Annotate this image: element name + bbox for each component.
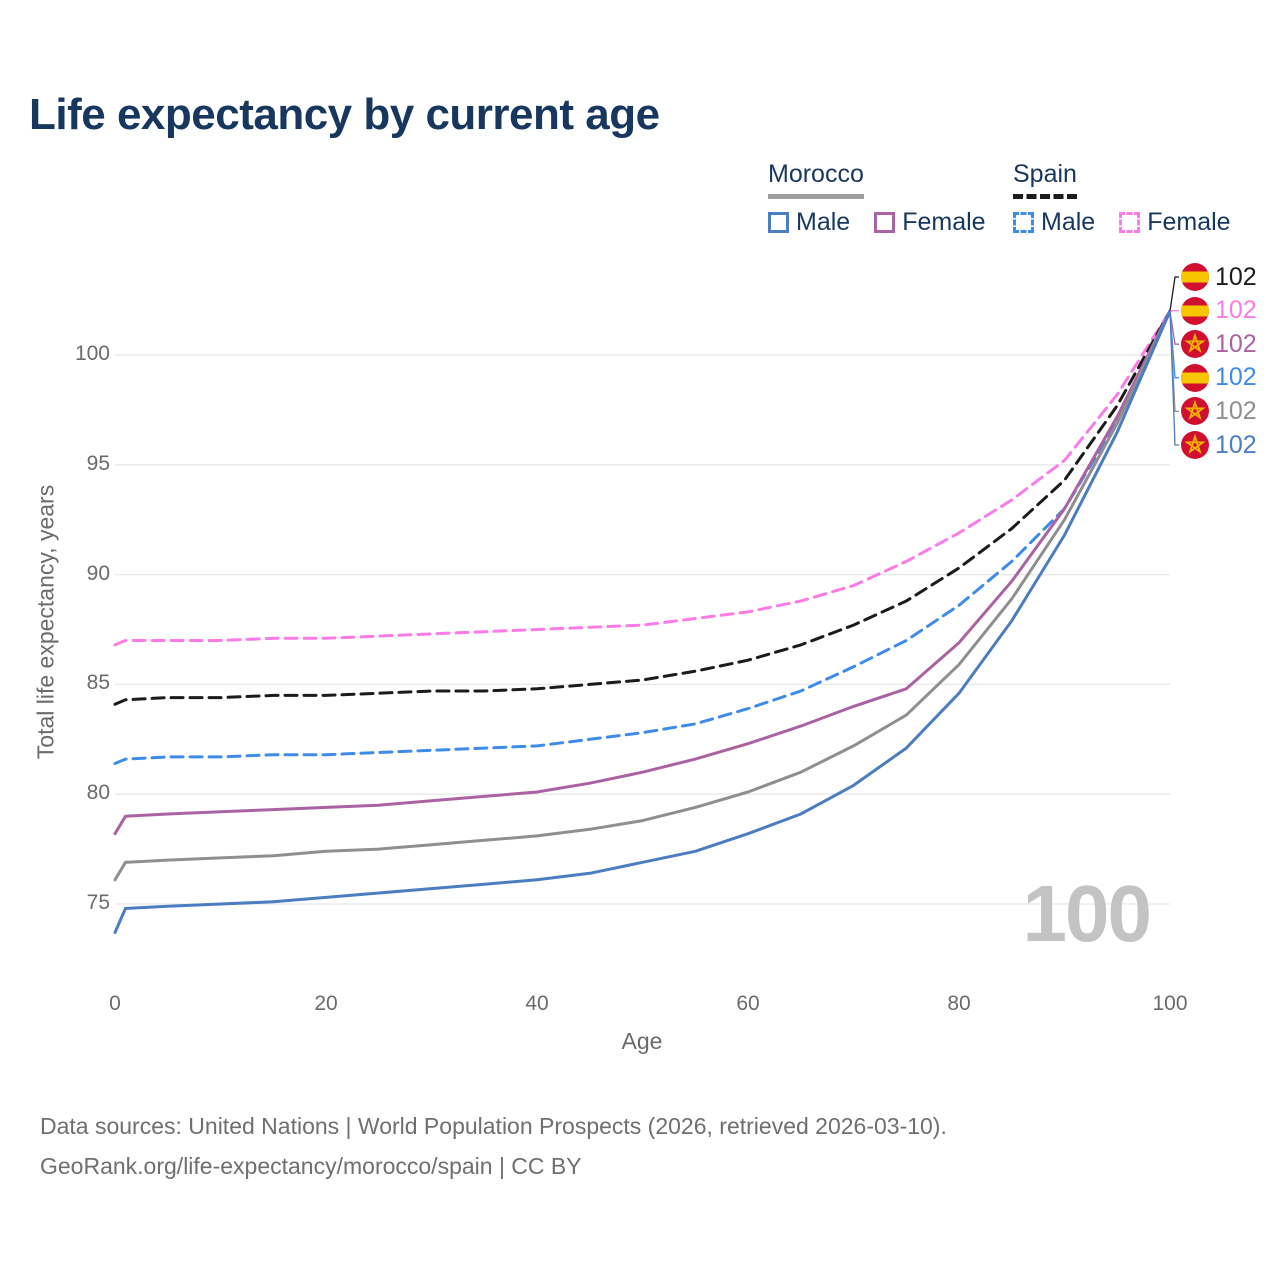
legend-item-label: Male	[1041, 208, 1096, 236]
legend-group-spain: Spain Male Female	[1013, 160, 1231, 237]
end-label-value: 102	[1215, 396, 1257, 425]
legend-header-morocco[interactable]: Morocco	[768, 160, 864, 199]
legend-item-label: Female	[902, 208, 986, 236]
end-label-value: 102	[1215, 296, 1257, 325]
series-line-spain-male	[113, 309, 1172, 765]
y-tick-label-75: 75	[86, 891, 110, 914]
morocco-flag-icon	[1181, 431, 1209, 459]
leader-line-morocco-female	[1169, 310, 1179, 345]
legend-swatch-spain-male	[1013, 212, 1034, 233]
spain-flag-icon	[1181, 363, 1209, 392]
legend-header-spain[interactable]: Spain	[1013, 160, 1077, 199]
morocco-flag-icon	[1181, 330, 1209, 359]
x-tick-label-40: 40	[525, 992, 549, 1015]
series-line-spain-total	[113, 309, 1172, 706]
footer-url-line: GeoRank.org/life-expectancy/morocco/spai…	[40, 1153, 582, 1179]
series-line-morocco-total	[113, 309, 1172, 882]
legend-item-label: Female	[1147, 208, 1231, 236]
chart-footer: Data sources: United Nations | World Pop…	[40, 1106, 947, 1186]
end-label-row-morocco-female: 102	[1181, 328, 1257, 360]
x-tick-label-60: 60	[736, 992, 760, 1015]
end-label-row-morocco-male: 102	[1181, 429, 1257, 461]
series-line-morocco-female	[113, 309, 1172, 836]
x-tick-label-20: 20	[314, 992, 338, 1015]
end-label-row-spain-total: 102	[1181, 261, 1257, 293]
spain-flag-icon	[1181, 263, 1209, 291]
y-axis-title: Total life expectancy, years	[32, 484, 59, 760]
end-label-value: 102	[1215, 262, 1257, 291]
end-label-value: 102	[1215, 363, 1257, 392]
series-line-morocco-male	[113, 309, 1172, 934]
end-label-row-spain-female: 102	[1181, 295, 1257, 327]
morocco-flag-icon	[1181, 397, 1209, 426]
legend-swatch-spain-female	[1119, 212, 1141, 233]
series-line-spain-female	[113, 309, 1172, 647]
page-title: Life expectancy by current age	[29, 90, 660, 139]
x-tick-label-0: 0	[109, 992, 121, 1015]
y-tick-label-85: 85	[86, 671, 110, 695]
legend-item-label: Male	[796, 208, 851, 236]
legend-swatch-morocco-male	[768, 212, 789, 233]
y-tick-label-95: 95	[86, 451, 110, 475]
y-tick-label-80: 80	[86, 781, 110, 805]
y-tick-label-100: 100	[74, 342, 110, 365]
legend-swatch-morocco-female	[874, 212, 896, 233]
legend-item-morocco-male[interactable]: Male	[768, 208, 850, 237]
end-label-value: 102	[1215, 329, 1257, 358]
end-label-value: 102	[1215, 430, 1257, 459]
current-age-watermark: 100	[1022, 869, 1152, 958]
legend-item-morocco-female[interactable]: Female	[874, 208, 986, 237]
end-label-row-morocco-total: 102	[1181, 395, 1257, 427]
legend-item-spain-male[interactable]: Male	[1013, 208, 1095, 237]
legend-group-morocco: Morocco Male Female	[768, 160, 986, 237]
footer-source-line: Data sources: United Nations | World Pop…	[40, 1113, 947, 1139]
x-tick-label-100: 100	[1152, 992, 1188, 1015]
legend-item-spain-female[interactable]: Female	[1119, 208, 1231, 237]
y-tick-label-90: 90	[86, 561, 110, 585]
x-tick-label-80: 80	[947, 992, 971, 1015]
end-label-row-spain-male: 102	[1181, 362, 1257, 394]
spain-flag-icon	[1181, 296, 1209, 325]
x-axis-title: Age	[621, 1028, 663, 1054]
leader-line-spain-total	[1169, 276, 1179, 312]
leader-line-morocco-male	[1169, 311, 1179, 446]
